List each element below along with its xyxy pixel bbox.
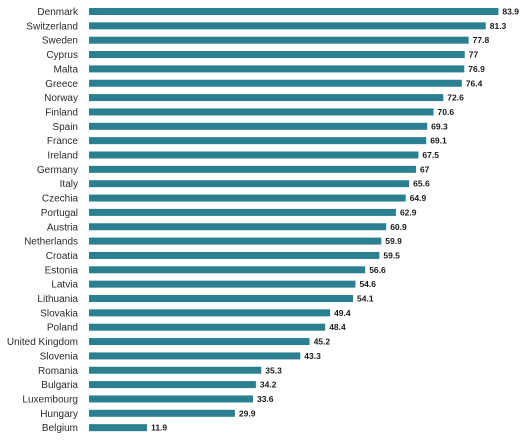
category-label: Cyprus [46,50,78,61]
value-label: 77.8 [473,35,490,45]
bar-portugal [89,208,396,216]
category-label: Luxembourg [22,394,78,405]
value-label: 83.9 [502,7,519,17]
value-label: 56.6 [369,265,386,275]
bars-group [89,8,499,432]
value-label: 35.3 [265,365,282,375]
value-label: 33.6 [257,394,274,404]
category-label: Slovenia [40,351,79,362]
bar-latvia [89,280,356,288]
value-label: 54.1 [357,294,374,304]
value-label: 59.5 [383,250,400,260]
bar-switzerland [89,22,486,30]
value-label: 76.9 [468,64,485,74]
bar-slovakia [89,309,331,317]
category-label: Bulgaria [41,380,78,391]
category-label: Austria [47,222,79,233]
category-label: Malta [54,64,79,75]
value-label: 72.6 [447,93,464,103]
category-label: Greece [45,79,78,90]
bar-malta [89,65,465,73]
category-label: Norway [44,93,78,104]
category-label: United Kingdom [7,337,78,348]
category-label: Germany [37,165,78,176]
value-label: 49.4 [334,308,351,318]
bar-belgium [89,424,148,432]
category-label: Croatia [46,251,79,262]
value-label: 59.9 [385,236,402,246]
bar-ireland [89,151,419,159]
bar-greece [89,79,462,87]
bar-finland [89,108,434,116]
bar-czechia [89,194,406,202]
bar-italy [89,180,410,188]
bar-united-kingdom [89,338,310,346]
bar-slovenia [89,352,301,360]
value-label: 65.6 [413,179,430,189]
category-label: Portugal [41,208,78,219]
bar-netherlands [89,237,382,245]
bar-bulgaria [89,381,256,389]
category-label: Netherlands [24,237,78,248]
bar-romania [89,366,262,374]
bar-lithuania [89,295,354,302]
bar-cyprus [89,51,465,59]
value-label: 64.9 [410,193,427,203]
bar-luxembourg [89,395,253,403]
bar-norway [89,94,444,102]
category-label: Slovakia [40,308,78,319]
value-label: 43.3 [304,351,321,361]
value-label: 34.2 [260,380,277,390]
bar-hungary [89,409,235,417]
value-label: 70.6 [438,107,455,117]
bar-denmark [89,8,499,15]
bar-spain [89,122,428,130]
category-label: Ireland [47,151,78,162]
value-label: 45.2 [314,337,331,347]
value-label: 60.9 [390,222,407,232]
value-label: 54.6 [359,279,376,289]
category-label: Estonia [45,265,79,276]
category-label: Hungary [40,409,78,420]
category-label: Italy [60,179,78,190]
value-labels-group: 83.9 81.377.8 77 76.9 76.472.6 70.6 69.3 69.1 67… [151,7,519,433]
category-label: Finland [45,107,78,118]
category-labels-group: Denmark Switzerland Sweden Cyprus Malta Greec… [7,7,79,434]
value-label: 76.4 [466,78,483,88]
bar-croatia [89,251,380,259]
value-label: 29.9 [239,408,256,418]
category-label: Lithuania [37,294,78,305]
value-label: 62.9 [400,207,417,217]
category-label: Czechia [42,194,79,205]
bar-france [89,137,427,145]
value-label: 67 [420,164,430,174]
bar-estonia [89,266,366,274]
bar-sweden [89,36,469,44]
category-label: Latvia [51,280,78,291]
bar-austria [89,223,387,231]
value-label: 67.5 [422,150,439,160]
category-label: Sweden [42,36,78,47]
value-label: 69.1 [430,136,447,146]
category-label: Poland [47,323,78,334]
value-label: 48.4 [329,322,346,332]
category-label: Belgium [42,423,78,434]
value-label: 77 [469,50,479,60]
value-label: 11.9 [151,423,167,433]
bar-germany [89,165,416,173]
category-label: Romania [38,366,78,377]
category-label: France [47,136,79,147]
category-label: Denmark [37,7,79,18]
bar-poland [89,323,326,331]
value-label: 69.3 [431,121,448,131]
category-label: Switzerland [26,21,78,32]
category-label: Spain [52,122,78,133]
value-label: 81.3 [490,21,507,31]
